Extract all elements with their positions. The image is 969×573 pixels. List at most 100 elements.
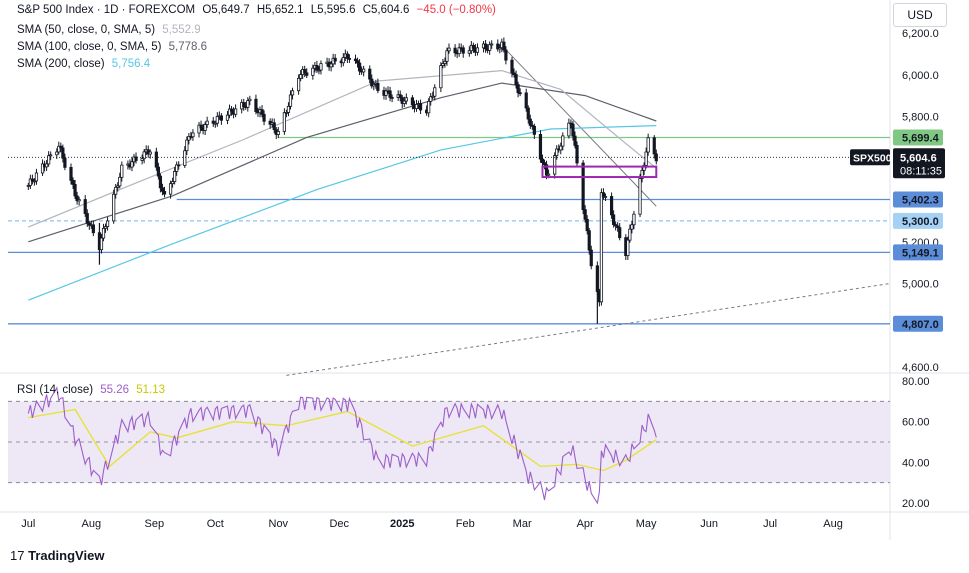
sma200-legend[interactable]: SMA (200, close) 5,756.4 (17, 58, 151, 70)
candle-body (154, 151, 158, 168)
candle-body (553, 155, 557, 175)
candle-body (488, 44, 492, 51)
candle-body (418, 103, 423, 111)
logo-icon: 17 (10, 548, 25, 563)
candle-body (616, 225, 620, 229)
candle-body (609, 196, 614, 216)
candle-body (589, 249, 593, 267)
time-tick-label: Aug (823, 518, 843, 530)
candle-body (567, 122, 571, 137)
candle-body (357, 62, 362, 72)
candle-body (504, 49, 508, 61)
rsi-legend[interactable]: RSI (14, close) 55.26 51.13 (17, 384, 166, 396)
candle-body (158, 175, 163, 189)
time-tick-label: Aug (82, 518, 102, 530)
currency-button[interactable]: USD (893, 3, 947, 27)
candle-body (205, 120, 209, 125)
candle-body (573, 135, 577, 146)
candle-body (288, 94, 293, 107)
candle-body (483, 43, 488, 50)
time-tick-label: Mar (513, 518, 532, 530)
candle-body (398, 94, 402, 99)
candle-body (467, 50, 471, 54)
candle-body (30, 178, 34, 182)
candle-body (542, 162, 547, 166)
candle-body (376, 82, 380, 91)
candle-body (284, 112, 289, 114)
symbol-title[interactable]: S&P 500 Index · 1D · FOREXCOM (17, 4, 196, 16)
candle-body (603, 196, 608, 198)
candle-body (303, 69, 307, 74)
change-value: −45.0 (−0.80%) (416, 4, 496, 16)
candle-body (347, 57, 352, 60)
candle-body (333, 57, 337, 62)
candle-body (156, 166, 160, 177)
candle-body (510, 59, 514, 74)
candle-body (315, 65, 319, 71)
candle-body (87, 222, 91, 226)
candle-body (431, 95, 435, 98)
brand-name: TradingView (28, 548, 105, 563)
candle-body (260, 109, 264, 115)
candle-body (191, 132, 195, 138)
candle-body (32, 180, 37, 183)
candle-body (63, 157, 67, 168)
candle-body (618, 227, 622, 239)
candle-body (47, 155, 51, 165)
candle-body (112, 193, 116, 222)
candle-body (148, 151, 152, 155)
candle-body (410, 97, 415, 106)
candle-body (475, 47, 480, 53)
candle-body (587, 230, 591, 251)
candle-body (219, 115, 223, 121)
candle-body (317, 69, 321, 72)
candle-body (370, 78, 374, 87)
close-value: C5,604.6 (362, 4, 410, 16)
candle-body (644, 151, 648, 166)
candle-body (225, 114, 230, 121)
last-price-label: 5,604.6 (900, 152, 937, 164)
price-tick-label: 4,600.0 (902, 362, 939, 374)
candle-body (229, 108, 234, 112)
sma100-legend[interactable]: SMA (100, close, 0, SMA, 5) 5,778.6 (17, 41, 208, 53)
candle-body (197, 124, 201, 134)
sma50-legend[interactable]: SMA (50, close, 0, SMA, 5) 5,552.9 (17, 24, 201, 36)
candle-body (134, 156, 138, 161)
candle-body (254, 98, 258, 112)
level-price-tag (893, 212, 943, 229)
candle-body (57, 145, 61, 153)
candle-body (384, 90, 388, 96)
candle-body (142, 151, 146, 160)
ohlc-legend: S&P 500 Index · 1D · FOREXCOM O5,649.7 H… (17, 4, 500, 16)
candle-body (585, 218, 589, 232)
candle-body (414, 103, 419, 110)
price-tick-label: 5,000.0 (902, 279, 939, 291)
candle-body (173, 171, 177, 182)
candle-body (601, 192, 606, 197)
candle-body (168, 183, 173, 195)
symbol-tag-bg (850, 149, 890, 166)
tradingview-logo[interactable]: 17 TradingView (10, 548, 104, 563)
candle-body (433, 87, 437, 97)
candle-body (73, 184, 77, 197)
candle-body (242, 102, 246, 107)
candle-body (185, 139, 189, 152)
candle-body (640, 169, 644, 179)
candle-body (471, 44, 475, 49)
candle-body (203, 124, 207, 131)
candle-body (402, 100, 406, 104)
candle-body (286, 105, 291, 113)
candle-body (445, 50, 449, 62)
candle-body (160, 187, 165, 192)
candle-body (569, 122, 573, 125)
candle-body (490, 43, 494, 46)
candle-body (345, 53, 349, 59)
candle-body (103, 226, 108, 229)
candle-body (140, 158, 144, 161)
candle-body (71, 179, 75, 185)
candle-body (91, 224, 95, 234)
candle-body (105, 220, 110, 227)
candle-body (457, 47, 461, 54)
candle-body (400, 97, 404, 104)
